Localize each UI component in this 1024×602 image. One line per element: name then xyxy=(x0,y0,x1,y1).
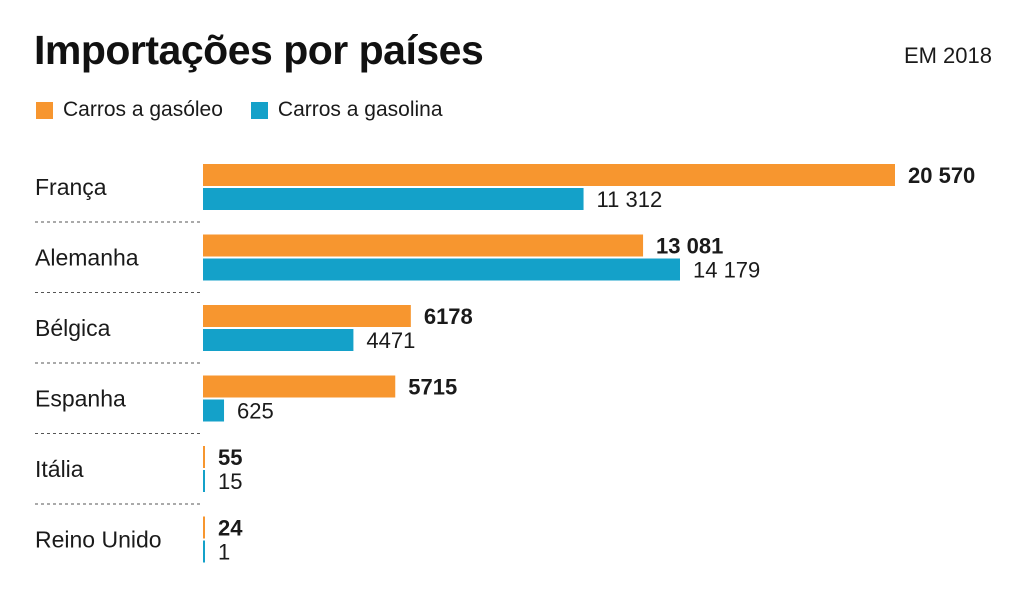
legend-swatch-diesel xyxy=(36,101,53,119)
category-label: França xyxy=(35,174,107,200)
bar-diesel xyxy=(203,234,644,257)
bar-petrol xyxy=(203,470,205,492)
category-label: Itália xyxy=(35,456,84,482)
legend-swatch-petrol xyxy=(250,101,268,119)
bar-diesel xyxy=(203,164,895,186)
value-label-diesel: 6178 xyxy=(424,304,473,329)
category-label: Alemanha xyxy=(35,245,139,271)
bar-petrol xyxy=(203,540,205,563)
category-label: Espanha xyxy=(35,386,126,412)
value-label-petrol: 625 xyxy=(237,399,274,424)
category-label: Reino Unido xyxy=(35,527,162,553)
value-label-petrol: 4471 xyxy=(366,328,415,353)
bar-petrol xyxy=(203,258,680,281)
value-label-diesel: 24 xyxy=(218,516,243,541)
bar-petrol xyxy=(203,188,584,210)
value-label-petrol: 1 xyxy=(218,540,230,565)
legend-item-diesel: Carros a gasóleo xyxy=(36,98,223,122)
value-label-petrol: 11 312 xyxy=(597,187,663,212)
value-label-diesel: 55 xyxy=(218,445,242,470)
category-label: Bélgica xyxy=(35,315,111,341)
value-label-petrol: 15 xyxy=(218,469,242,494)
bar-petrol xyxy=(203,399,225,422)
bar-diesel xyxy=(203,516,205,539)
value-label-diesel: 20 570 xyxy=(908,163,975,188)
value-label-petrol: 14 179 xyxy=(693,258,760,283)
bar-petrol xyxy=(203,329,354,351)
legend-item-petrol: Carros a gasolina xyxy=(250,98,443,122)
chart-legend: Carros a gasóleo Carros a gasolina xyxy=(36,96,471,124)
bar-diesel xyxy=(203,305,411,327)
bar-diesel xyxy=(203,375,396,398)
chart-title: Importações por países xyxy=(34,27,484,73)
value-label-diesel: 5715 xyxy=(408,375,457,400)
bar-diesel xyxy=(203,446,205,468)
chart-subtitle: EM 2018 xyxy=(903,43,992,68)
value-label-diesel: 13 081 xyxy=(656,234,723,259)
legend-label-diesel: Carros a gasóleo xyxy=(63,98,223,121)
legend-label-petrol: Carros a gasolina xyxy=(277,98,443,121)
